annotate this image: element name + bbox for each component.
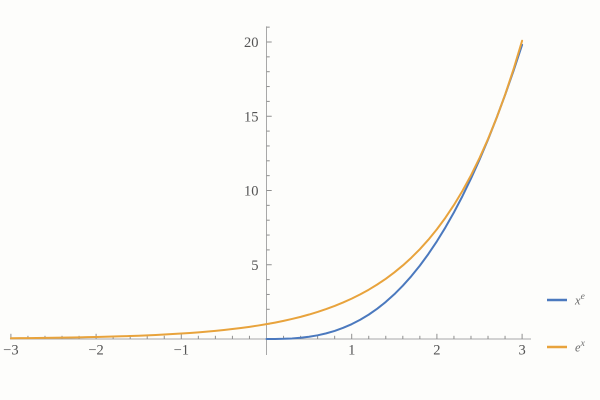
x-axis-tick-label: −2 [88,343,103,359]
x-axis-tick-label: −1 [174,343,189,359]
series-curve-e-to-the-x [9,39,524,340]
legend-item-x-to-the-e: xe [547,292,585,308]
y-axis-tick-label: 10 [244,184,259,200]
x-axis-tick-label: 3 [518,343,525,359]
legend-label-e-to-the-x: ex [575,339,586,355]
y-axis-tick-label: 20 [244,35,259,51]
x-axis-tick-label: 2 [433,343,440,359]
x-axis-tick-label: 1 [348,343,355,359]
x-axis-tick-label: −3 [3,343,18,359]
legend-label-x-to-the-e: xe [574,292,585,308]
y-axis-tick-label: 15 [244,109,259,125]
y-axis-tick-label: 5 [251,258,258,274]
series-curve-x-to-the-e [265,43,524,340]
legend-item-e-to-the-x: ex [547,339,586,355]
